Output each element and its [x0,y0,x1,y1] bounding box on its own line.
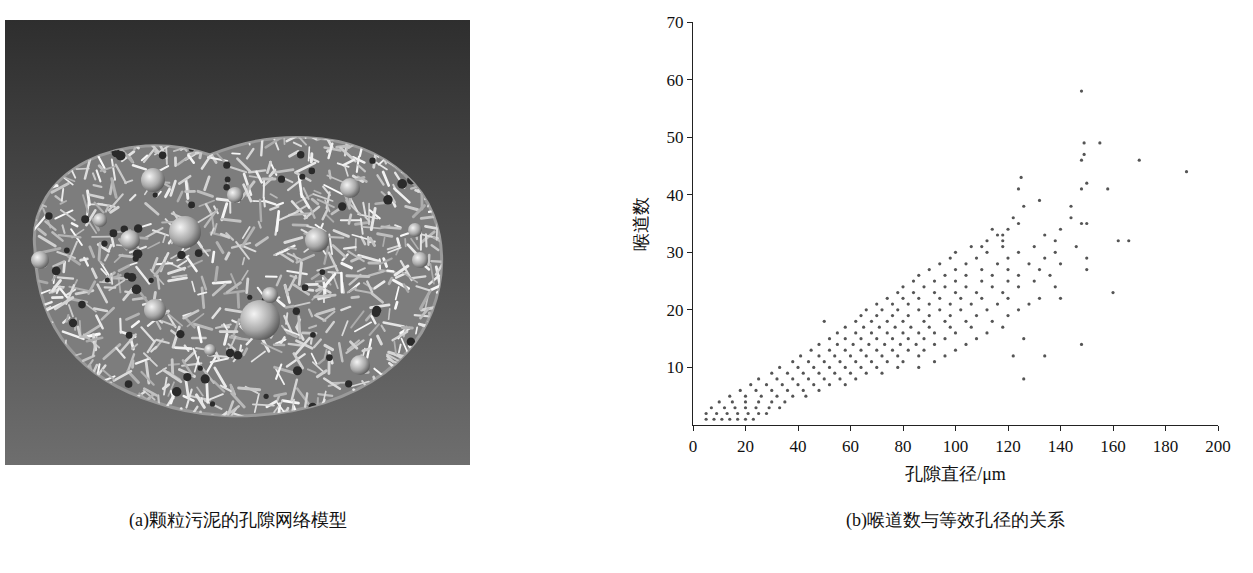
svg-text:50: 50 [666,128,683,147]
svg-text:180: 180 [1153,437,1179,456]
svg-text:70: 70 [666,13,683,32]
svg-text:40: 40 [790,437,807,456]
svg-text:200: 200 [1205,437,1231,456]
svg-text:60: 60 [842,437,859,456]
svg-text:(b)喉道数与等效孔径的关系: (b)喉道数与等效孔径的关系 [846,510,1065,531]
svg-text:20: 20 [666,301,683,320]
svg-text:100: 100 [943,437,969,456]
svg-text:10: 10 [666,358,683,377]
svg-text:喉道数: 喉道数 [631,197,651,251]
svg-text:30: 30 [666,243,683,262]
svg-text:孔隙直径/μm: 孔隙直径/μm [905,464,1006,484]
svg-text:40: 40 [666,186,683,205]
svg-text:0: 0 [689,437,698,456]
svg-text:160: 160 [1100,437,1126,456]
svg-text:80: 80 [895,437,912,456]
svg-text:20: 20 [737,437,754,456]
svg-text:(a)颗粒污泥的孔隙网络模型: (a)颗粒污泥的孔隙网络模型 [129,510,347,531]
svg-text:60: 60 [666,71,683,90]
svg-text:140: 140 [1048,437,1074,456]
svg-text:120: 120 [995,437,1021,456]
